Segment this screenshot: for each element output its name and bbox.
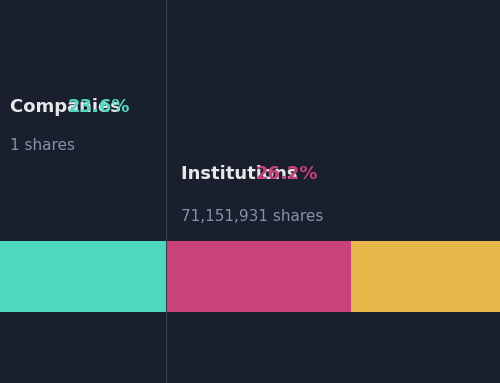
- Bar: [350, 241, 500, 312]
- Text: Companies: Companies: [10, 98, 127, 116]
- Text: 71,151,931 shares: 71,151,931 shares: [181, 209, 324, 224]
- Bar: [0, 241, 166, 312]
- Text: 1 shares: 1 shares: [10, 138, 75, 153]
- Text: 26.2%: 26.2%: [256, 165, 318, 183]
- Bar: [166, 241, 350, 312]
- Text: Institutions: Institutions: [181, 165, 304, 183]
- Text: 23.6%: 23.6%: [68, 98, 130, 116]
